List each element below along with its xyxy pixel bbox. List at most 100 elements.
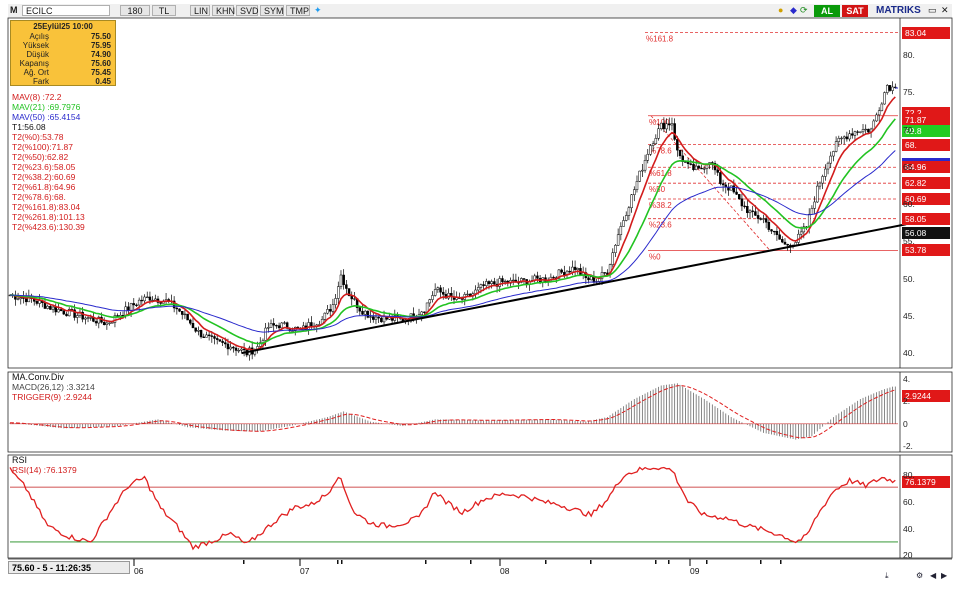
candle-body — [751, 210, 754, 212]
scroll-left-icon[interactable]: ◀ — [930, 571, 937, 580]
candle-body — [202, 336, 205, 338]
candle-body — [272, 323, 275, 326]
candle-body — [213, 336, 216, 339]
scroll-right-icon[interactable]: ▶ — [941, 571, 948, 580]
candle-body — [813, 201, 816, 209]
lock-icon[interactable]: ● — [778, 5, 784, 15]
candle-body — [638, 170, 641, 182]
y-tick-label: 55. — [903, 236, 915, 247]
sell-button[interactable]: SAT — [842, 5, 868, 17]
candle-body — [159, 302, 162, 304]
candle-body — [199, 330, 203, 338]
event-marker — [470, 560, 472, 564]
candle-body — [361, 310, 364, 315]
twitter-icon[interactable]: ✦ — [314, 5, 322, 15]
candle-body — [485, 281, 488, 286]
brand-logo: MATRIKS — [876, 5, 921, 16]
candle-body — [834, 141, 838, 152]
fib-label: %50 — [649, 185, 666, 194]
pin-icon[interactable]: ◆ — [790, 5, 797, 15]
candle-body — [746, 206, 749, 214]
currency-button[interactable]: TL — [152, 5, 176, 16]
candle-body — [328, 309, 332, 312]
info-date: 25Eylül25 10:00 — [33, 22, 93, 31]
candle-body — [670, 123, 674, 126]
ma50-line — [10, 150, 896, 333]
candle-body — [573, 266, 577, 270]
toolbar: M ECILC 180 TL LIN KHN SVD SYM TMP ✦ ● ◆… — [8, 4, 952, 19]
menu-m-icon[interactable]: M — [10, 5, 18, 15]
rsi-legend: RSI(14) :76.1379 — [12, 465, 77, 475]
candle-body — [137, 299, 141, 306]
candle-body — [767, 221, 771, 230]
candle-body — [197, 330, 200, 332]
price-box: 58.05 — [902, 212, 950, 225]
candle-body — [35, 301, 39, 304]
candle-body — [568, 270, 571, 273]
scale-tmp-button[interactable]: TMP — [286, 5, 310, 16]
candle-body — [240, 348, 243, 351]
candle-body — [431, 295, 434, 300]
buy-button[interactable]: AL — [814, 5, 840, 17]
candle-body — [832, 151, 835, 157]
scale-lin-button[interactable]: LIN — [190, 5, 210, 16]
candle-body — [143, 296, 146, 302]
candle-body — [587, 277, 590, 281]
candle-body — [732, 185, 736, 193]
candle-body — [748, 210, 752, 214]
candle-body — [280, 322, 284, 329]
candle-body — [756, 215, 760, 219]
candle-body — [643, 160, 647, 171]
candle-body — [859, 131, 862, 133]
y-tick-label: 0 — [903, 418, 908, 429]
candle-body — [180, 311, 184, 315]
minimize-icon[interactable]: ▭ — [928, 5, 937, 15]
candle-body — [234, 347, 238, 351]
candle-body — [353, 298, 356, 300]
ma8-line — [10, 96, 896, 351]
legend-line: T2(%0):53.78 — [12, 132, 64, 142]
candle-body — [872, 120, 876, 130]
fib-label: %0 — [649, 252, 661, 261]
candle-body — [657, 128, 660, 139]
date-label-07: 07 — [300, 566, 310, 576]
candle-body — [611, 252, 615, 265]
legend-line: T2(%61.8):64.96 — [12, 182, 76, 192]
info-row-wavg: Ağ. Ort 75.45 — [23, 68, 111, 77]
candle-body — [633, 189, 636, 195]
event-marker — [425, 560, 427, 564]
price-box: 62.82 — [902, 177, 950, 190]
close-icon[interactable]: ✕ — [941, 5, 949, 15]
candle-body — [345, 284, 348, 289]
candle-body — [218, 339, 222, 342]
candle-body — [624, 215, 628, 221]
candle-body — [754, 211, 757, 216]
scroll-end-icon[interactable]: ⤓ — [885, 571, 889, 580]
candle-body — [237, 350, 240, 352]
period-button[interactable]: 180 — [120, 5, 150, 16]
candle-body — [81, 311, 84, 320]
scale-svd-button[interactable]: SVD — [236, 5, 259, 16]
macd-panel-frame — [7, 371, 953, 453]
candle-body — [552, 276, 555, 279]
candle-body — [105, 322, 109, 326]
candle-body — [848, 133, 851, 140]
candle-body — [689, 163, 693, 165]
candle-body — [194, 327, 197, 332]
scale-sym-button[interactable]: SYM — [260, 5, 284, 16]
y-tick-label: 65. — [903, 161, 915, 172]
symbol-field[interactable]: ECILC — [22, 5, 110, 16]
refresh-icon[interactable]: ⟳ — [800, 5, 808, 15]
candle-body — [207, 334, 211, 337]
candle-body — [686, 161, 690, 165]
candle-body — [807, 213, 811, 228]
candle-body — [576, 268, 580, 270]
settings-icon[interactable]: ⚙ — [916, 571, 924, 580]
legend-line: T2(%23.6):58.05 — [12, 162, 76, 172]
scale-khn-button[interactable]: KHN — [212, 5, 235, 16]
y-tick-label: 20 — [903, 550, 913, 561]
candle-body — [842, 136, 846, 139]
fib-label: %161.8 — [646, 35, 674, 44]
legend-line: T2(%78.6):68. — [12, 192, 66, 202]
y-tick-label: 40. — [903, 523, 915, 534]
